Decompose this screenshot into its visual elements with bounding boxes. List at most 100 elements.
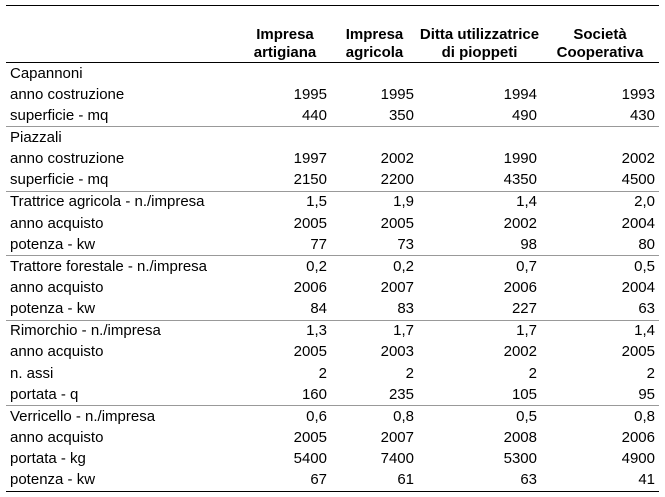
row-label: anno acquisto [10, 214, 104, 232]
cell-value: 2005 [380, 214, 414, 232]
row-label: potenza - kw [6, 469, 239, 492]
cell-value: 1994 [503, 85, 537, 103]
equipment-table: Impresa artigiana Impresa agricola Ditta… [6, 5, 659, 492]
cell-value: 2002 [621, 150, 655, 168]
cell-value: 2 [646, 364, 655, 382]
cell-value: 2004 [621, 214, 655, 232]
cell-value: 1,4 [418, 190, 541, 213]
cell-value: 350 [388, 106, 414, 124]
cell-value: 2005 [293, 428, 327, 446]
cell-value: 1993 [621, 85, 655, 103]
cell-value: 1990 [503, 150, 537, 168]
cell-value: 2002 [503, 214, 537, 232]
table-row: n. assi 2 2 2 2 [6, 363, 659, 384]
table-row: Trattrice agricola - n./impresa 1,5 1,9 1,4… [6, 190, 659, 213]
cell-value: 235 [388, 385, 414, 403]
row-label: superficie - mq [10, 106, 109, 124]
row-label: potenza - kw [10, 235, 96, 253]
cell-value: 41 [541, 469, 659, 492]
cell-value: 2007 [380, 278, 414, 296]
cell-value: 4900 [621, 450, 655, 468]
cell-value: 1,5 [239, 190, 331, 213]
table-row: superficie - mq 2150 2200 4350 4500 [6, 170, 659, 192]
cell-value: 440 [301, 106, 327, 124]
cell-value: 73 [397, 235, 414, 253]
cell-value: 2002 [380, 150, 414, 168]
header-impresa-agricola: Impresa agricola [331, 5, 418, 63]
cell-value: 2200 [380, 171, 414, 189]
table-row: anno acquisto 2005 2003 2002 2005 [6, 342, 659, 363]
table-row: portata - q 160 235 105 95 [6, 384, 659, 406]
header-corner [6, 5, 239, 63]
cell-value: 2 [318, 364, 327, 382]
cell-value: 0,2 [331, 255, 418, 278]
header-societa-cooperativa: Società Cooperativa [541, 5, 659, 63]
cell-value: 430 [629, 106, 655, 124]
table-row: anno acquisto 2005 2005 2002 2004 [6, 213, 659, 234]
cell-value: 4350 [503, 171, 537, 189]
cell-value [418, 63, 541, 85]
cell-value: 105 [511, 385, 537, 403]
cell-value [541, 63, 659, 85]
cell-value: 2005 [621, 343, 655, 361]
cell-value: 2 [528, 364, 537, 382]
table-header: Impresa artigiana Impresa agricola Ditta… [6, 5, 659, 63]
cell-value: 160 [301, 385, 327, 403]
cell-value: 0,8 [331, 405, 418, 428]
cell-value: 2005 [293, 214, 327, 232]
cell-value [331, 126, 418, 149]
cell-value: 77 [310, 235, 327, 253]
table-row: Trattore forestale - n./impresa 0,2 0,2 0,7… [6, 255, 659, 278]
row-label: anno acquisto [10, 278, 104, 296]
row-label: anno costruzione [10, 150, 125, 168]
cell-value: 98 [520, 235, 537, 253]
cell-value: 2008 [503, 428, 537, 446]
cell-value: 1,4 [541, 319, 659, 342]
cell-value: 0,7 [418, 255, 541, 278]
cell-value: 2004 [621, 278, 655, 296]
cell-value: 0,6 [239, 405, 331, 428]
row-label: Rimorchio - n./impresa [6, 319, 239, 342]
row-label: Verricello - n./impresa [6, 405, 239, 428]
cell-value: 1995 [380, 85, 414, 103]
row-label: anno acquisto [10, 343, 104, 361]
cell-value: 2 [405, 364, 414, 382]
cell-value: 2150 [293, 171, 327, 189]
cell-value: 0,5 [541, 255, 659, 278]
row-label: n. assi [10, 364, 54, 382]
cell-value: 2,0 [541, 190, 659, 213]
cell-value: 1997 [293, 150, 327, 168]
cell-value: 0,8 [541, 405, 659, 428]
cell-value: 1,7 [331, 319, 418, 342]
table-row: superficie - mq 440 350 490 430 [6, 105, 659, 127]
cell-value [239, 63, 331, 85]
header-impresa-artigiana: Impresa artigiana [239, 5, 331, 63]
header-ditta-pioppeti: Ditta utilizzatrice di pioppeti [418, 5, 541, 63]
cell-value: 2006 [503, 278, 537, 296]
cell-value [331, 63, 418, 85]
table-row: potenza - kw 84 83 227 63 [6, 299, 659, 321]
table-row: Piazzali [6, 126, 659, 149]
cell-value: 1,3 [239, 319, 331, 342]
cell-value [239, 126, 331, 149]
cell-value: 2003 [380, 343, 414, 361]
row-label: portata - kg [10, 450, 86, 468]
cell-value: 2006 [621, 428, 655, 446]
cell-value: 67 [239, 469, 331, 492]
cell-value: 1995 [293, 85, 327, 103]
table-row: potenza - kw 77 73 98 80 [6, 234, 659, 256]
header-row: Impresa artigiana Impresa agricola Ditta… [6, 5, 659, 63]
table-row: Verricello - n./impresa 0,6 0,8 0,5 0,8 [6, 405, 659, 428]
cell-value: 0,5 [418, 405, 541, 428]
row-label: Piazzali [6, 126, 239, 149]
row-label: superficie - mq [10, 171, 109, 189]
cell-value: 1,9 [331, 190, 418, 213]
table-row: anno acquisto 2006 2007 2006 2004 [6, 277, 659, 298]
cell-value: 5400 [293, 450, 327, 468]
cell-value: 95 [638, 385, 655, 403]
cell-value [541, 126, 659, 149]
cell-value: 61 [331, 469, 418, 492]
cell-value: 7400 [380, 450, 414, 468]
table-row: anno costruzione 1997 2002 1990 2002 [6, 149, 659, 170]
